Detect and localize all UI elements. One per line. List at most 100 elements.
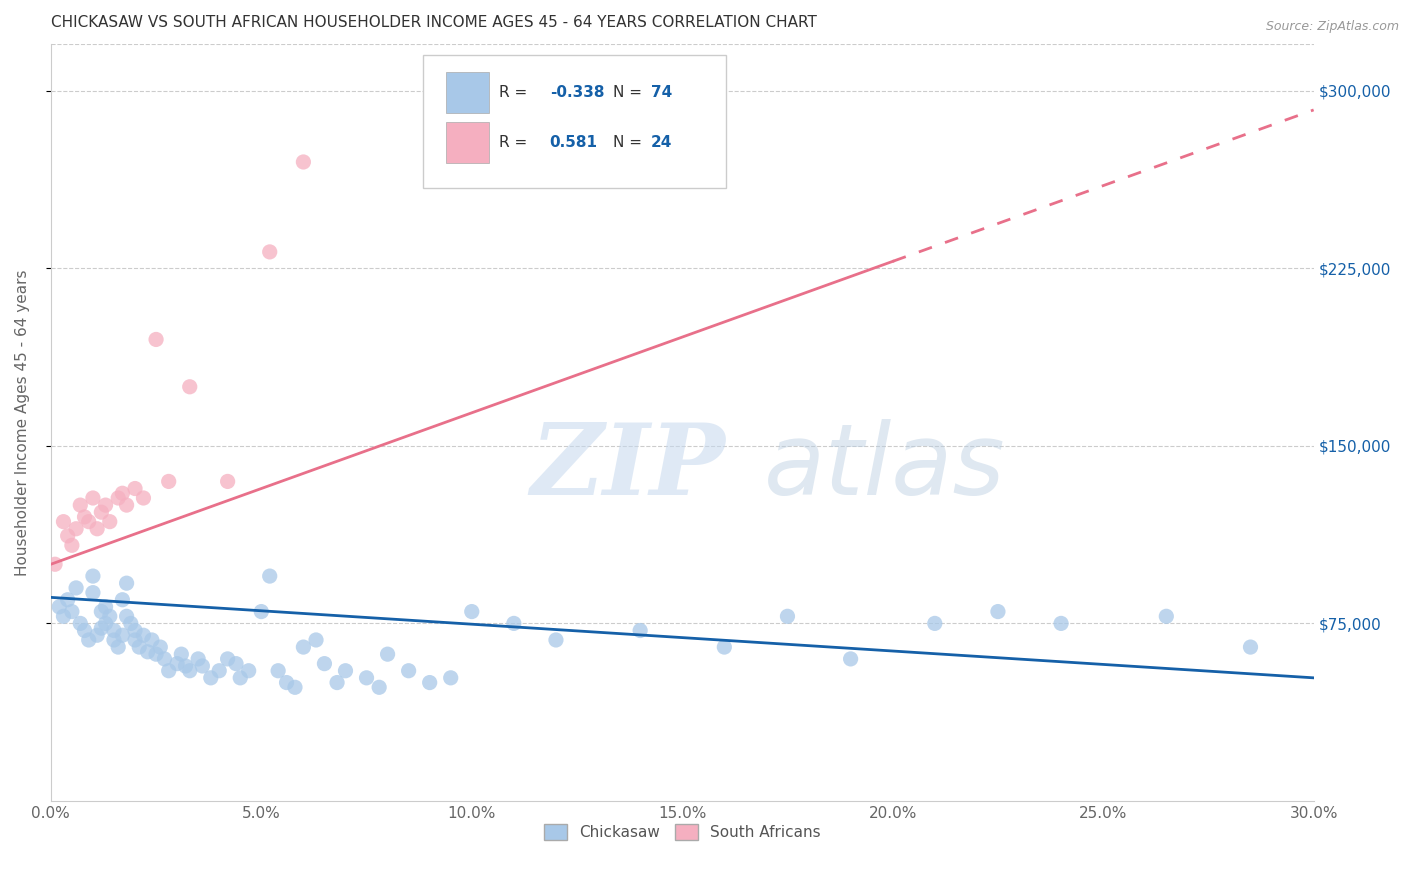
Point — [229, 671, 252, 685]
Point — [111, 486, 134, 500]
Point — [82, 585, 104, 599]
Point — [141, 632, 163, 647]
Text: N =: N = — [613, 135, 647, 150]
Point — [145, 647, 167, 661]
Point — [174, 659, 197, 673]
Point — [52, 609, 75, 624]
Point — [166, 657, 188, 671]
Point — [98, 609, 121, 624]
FancyBboxPatch shape — [446, 72, 489, 113]
Point — [398, 664, 420, 678]
Point — [238, 664, 260, 678]
Point — [628, 624, 651, 638]
Point — [60, 538, 83, 552]
Point — [86, 628, 108, 642]
Point — [107, 491, 129, 505]
Point — [267, 664, 290, 678]
Point — [111, 628, 134, 642]
Point — [103, 624, 125, 638]
Point — [987, 605, 1010, 619]
Text: 0.581: 0.581 — [550, 135, 598, 150]
Point — [73, 624, 96, 638]
FancyBboxPatch shape — [423, 55, 727, 187]
Point — [115, 498, 138, 512]
Point — [292, 155, 315, 169]
Text: CHICKASAW VS SOUTH AFRICAN HOUSEHOLDER INCOME AGES 45 - 64 YEARS CORRELATION CHA: CHICKASAW VS SOUTH AFRICAN HOUSEHOLDER I… — [51, 15, 817, 30]
Text: R =: R = — [499, 86, 533, 101]
Point — [713, 640, 735, 654]
Text: atlas: atlas — [765, 419, 1005, 516]
Point — [187, 652, 209, 666]
Point — [115, 609, 138, 624]
Point — [356, 671, 378, 685]
Text: 24: 24 — [651, 135, 672, 150]
Point — [170, 647, 193, 661]
Point — [153, 652, 176, 666]
Point — [98, 515, 121, 529]
Point — [250, 605, 273, 619]
Point — [149, 640, 172, 654]
Point — [259, 569, 281, 583]
Point — [65, 581, 87, 595]
Point — [157, 664, 180, 678]
Point — [82, 491, 104, 505]
Point — [73, 510, 96, 524]
Point — [103, 632, 125, 647]
Point — [90, 505, 112, 519]
Text: -0.338: -0.338 — [550, 86, 605, 101]
Point — [1050, 616, 1073, 631]
Point — [94, 616, 117, 631]
Point — [94, 599, 117, 614]
Point — [1156, 609, 1178, 624]
Point — [124, 482, 146, 496]
Point — [1239, 640, 1261, 654]
Point — [305, 632, 328, 647]
Point — [77, 515, 100, 529]
Text: 74: 74 — [651, 86, 672, 101]
Point — [276, 675, 298, 690]
Point — [111, 592, 134, 607]
Point — [368, 681, 391, 695]
Point — [217, 475, 239, 489]
Point — [335, 664, 357, 678]
Point — [77, 632, 100, 647]
Point — [776, 609, 799, 624]
Point — [60, 605, 83, 619]
Point — [124, 624, 146, 638]
Point — [120, 616, 142, 631]
Point — [132, 628, 155, 642]
Point — [314, 657, 336, 671]
Point — [225, 657, 247, 671]
Point — [52, 515, 75, 529]
Point — [56, 592, 79, 607]
Legend: Chickasaw, South Africans: Chickasaw, South Africans — [537, 818, 827, 847]
Point — [48, 599, 70, 614]
Point — [124, 632, 146, 647]
Point — [86, 522, 108, 536]
Point — [839, 652, 862, 666]
Point — [44, 558, 66, 572]
Point — [90, 605, 112, 619]
Point — [544, 632, 567, 647]
Point — [191, 659, 214, 673]
Point — [284, 681, 307, 695]
Point — [326, 675, 349, 690]
Point — [179, 664, 201, 678]
Text: R =: R = — [499, 135, 537, 150]
Point — [136, 645, 159, 659]
Point — [94, 498, 117, 512]
Point — [132, 491, 155, 505]
Point — [82, 569, 104, 583]
Point — [259, 244, 281, 259]
Point — [145, 333, 167, 347]
Y-axis label: Householder Income Ages 45 - 64 years: Householder Income Ages 45 - 64 years — [15, 269, 30, 575]
Point — [179, 380, 201, 394]
Point — [502, 616, 524, 631]
Point — [56, 529, 79, 543]
Point — [157, 475, 180, 489]
Point — [200, 671, 222, 685]
Point — [128, 640, 150, 654]
Point — [377, 647, 399, 661]
Point — [461, 605, 484, 619]
Point — [90, 621, 112, 635]
